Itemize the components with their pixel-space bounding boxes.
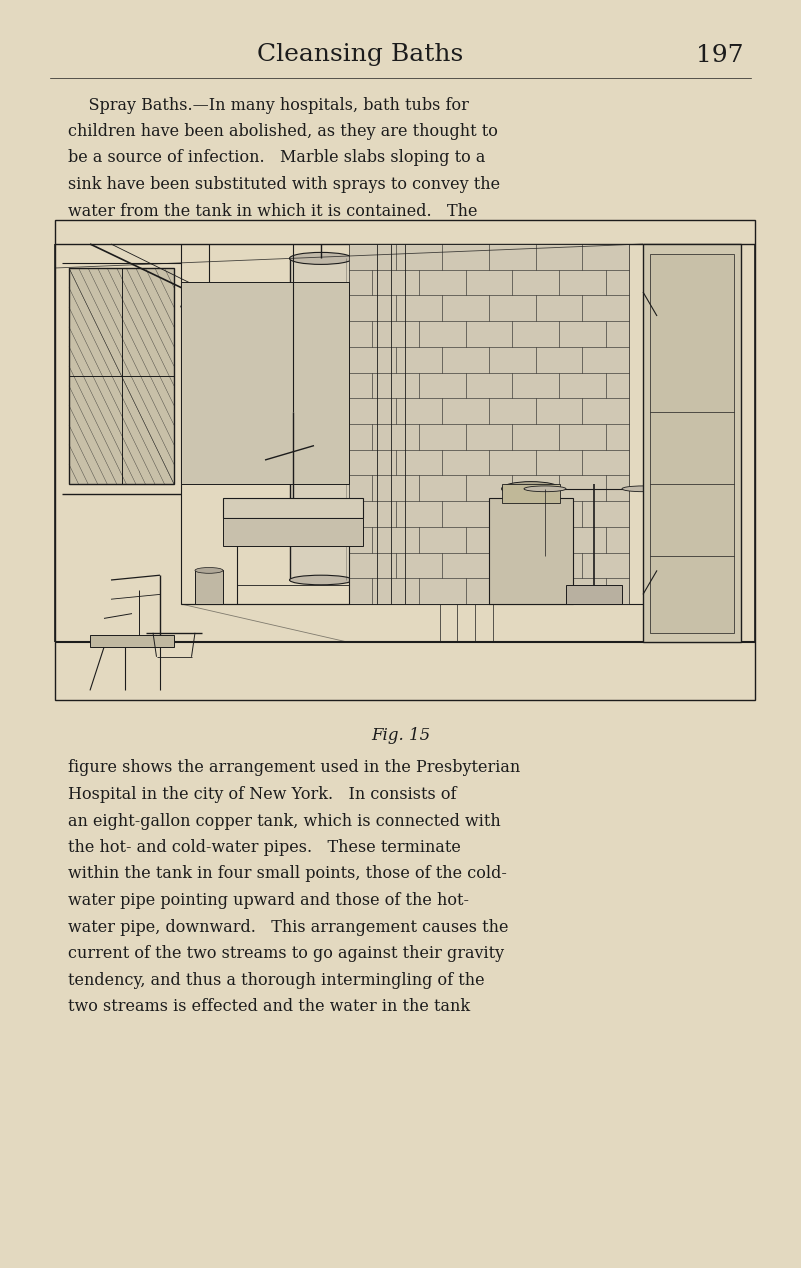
Text: 197: 197 [696, 43, 744, 66]
Text: an eight-gallon copper tank, which is connected with: an eight-gallon copper tank, which is co… [68, 813, 501, 829]
Bar [349, 243, 629, 604]
Ellipse shape [289, 576, 352, 585]
Text: figure shows the arrangement used in the Presbyterian: figure shows the arrangement used in the… [68, 760, 521, 776]
Ellipse shape [181, 301, 237, 312]
Text: Spray Baths.—In many hospitals, bath tubs for: Spray Baths.—In many hospitals, bath tub… [68, 96, 469, 114]
Text: children have been abolished, as they are thought to: children have been abolished, as they ar… [68, 123, 498, 139]
Text: two streams is effected and the water in the tank: two streams is effected and the water in… [68, 998, 470, 1014]
Text: within the tank in four small points, those of the cold-: within the tank in four small points, th… [68, 866, 507, 883]
Bar [223, 498, 363, 517]
Text: Fig. 15: Fig. 15 [371, 727, 430, 743]
Polygon shape [181, 307, 237, 331]
Ellipse shape [501, 482, 561, 496]
Bar [90, 635, 174, 647]
Ellipse shape [524, 486, 566, 492]
Text: tendency, and thus a thorough intermingling of the: tendency, and thus a thorough intermingl… [68, 971, 485, 989]
Ellipse shape [289, 252, 352, 265]
Bar [55, 221, 755, 700]
Ellipse shape [195, 568, 223, 573]
Bar [566, 585, 622, 604]
Text: water pipe, downward.   This arrangement causes the: water pipe, downward. This arrangement c… [68, 918, 509, 936]
Bar [195, 571, 223, 604]
Bar [489, 498, 573, 604]
Text: water pipe pointing upward and those of the hot-: water pipe pointing upward and those of … [68, 891, 469, 909]
Ellipse shape [503, 318, 559, 332]
Bar [289, 259, 352, 579]
Text: Cleansing Baths: Cleansing Baths [257, 43, 463, 66]
Text: the hot- and cold-water pipes.   These terminate: the hot- and cold-water pipes. These ter… [68, 839, 461, 856]
Text: Hospital in the city of New York.   In consists of: Hospital in the city of New York. In con… [68, 786, 457, 803]
Bar [501, 484, 561, 503]
Bar [643, 243, 741, 643]
Text: current of the two streams to go against their gravity: current of the two streams to go against… [68, 945, 504, 962]
Bar [55, 221, 755, 700]
Bar [181, 283, 349, 484]
Bar [69, 268, 174, 484]
Ellipse shape [622, 486, 664, 492]
Bar [223, 517, 363, 547]
Text: water from the tank in which it is contained.   The: water from the tank in which it is conta… [68, 203, 477, 219]
Text: sink have been substituted with sprays to convey the: sink have been substituted with sprays t… [68, 176, 500, 193]
Bar [650, 254, 734, 633]
Polygon shape [503, 326, 559, 364]
Text: be a source of infection.   Marble slabs sloping to a: be a source of infection. Marble slabs s… [68, 150, 485, 166]
